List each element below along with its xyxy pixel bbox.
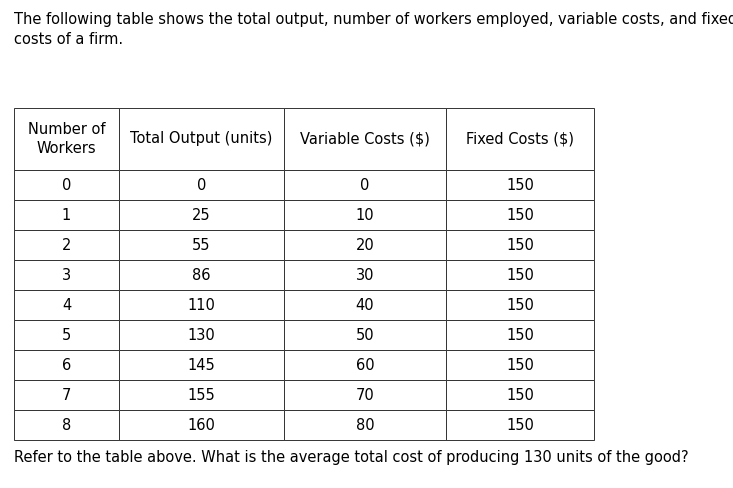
Text: 50: 50	[356, 327, 375, 343]
Text: 7: 7	[62, 387, 71, 403]
Text: 150: 150	[506, 418, 534, 432]
Text: Refer to the table above. What is the average total cost of producing 130 units : Refer to the table above. What is the av…	[14, 450, 688, 465]
Text: Total Output (units): Total Output (units)	[130, 131, 273, 146]
Text: 70: 70	[356, 387, 375, 403]
Text: 150: 150	[506, 387, 534, 403]
Text: 8: 8	[62, 418, 71, 432]
Text: 25: 25	[192, 207, 211, 223]
Text: 20: 20	[356, 238, 375, 252]
Text: 80: 80	[356, 418, 375, 432]
Text: The following table shows the total output, number of workers employed, variable: The following table shows the total outp…	[14, 12, 733, 47]
Text: 150: 150	[506, 207, 534, 223]
Text: 150: 150	[506, 298, 534, 312]
Text: 60: 60	[356, 358, 375, 372]
Text: Variable Costs ($): Variable Costs ($)	[300, 131, 430, 146]
Text: 10: 10	[356, 207, 375, 223]
Text: 1: 1	[62, 207, 71, 223]
Text: 0: 0	[197, 178, 206, 192]
Text: 5: 5	[62, 327, 71, 343]
Text: 0: 0	[62, 178, 71, 192]
Text: 150: 150	[506, 358, 534, 372]
Text: 150: 150	[506, 178, 534, 192]
Text: 145: 145	[188, 358, 216, 372]
Text: 160: 160	[188, 418, 216, 432]
Text: 3: 3	[62, 267, 71, 283]
Text: 150: 150	[506, 327, 534, 343]
Text: 4: 4	[62, 298, 71, 312]
Text: 2: 2	[62, 238, 71, 252]
Text: 150: 150	[506, 267, 534, 283]
Text: 86: 86	[192, 267, 211, 283]
Text: 110: 110	[188, 298, 216, 312]
Text: 55: 55	[192, 238, 211, 252]
Text: 0: 0	[361, 178, 369, 192]
Text: 155: 155	[188, 387, 216, 403]
Text: Number of
Workers: Number of Workers	[28, 122, 106, 156]
Text: 150: 150	[506, 238, 534, 252]
Text: 6: 6	[62, 358, 71, 372]
Text: Fixed Costs ($): Fixed Costs ($)	[466, 131, 574, 146]
Text: 130: 130	[188, 327, 216, 343]
Text: 40: 40	[356, 298, 375, 312]
Text: 30: 30	[356, 267, 375, 283]
